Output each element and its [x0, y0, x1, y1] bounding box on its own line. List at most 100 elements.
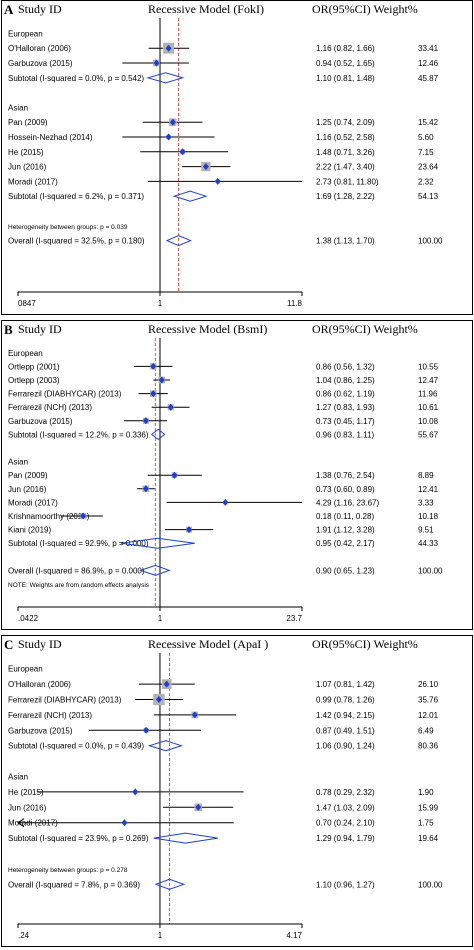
or-ci-value: 1.42 (0.94, 2.15) — [316, 711, 375, 720]
weight-value: 23.64 — [418, 163, 439, 172]
panel-header: B Study ID Recessive Model (BsmI) OR(95%… — [0, 320, 474, 340]
or-ci-value: 1.07 (0.81, 1.42) — [316, 680, 375, 689]
point-estimate — [222, 498, 229, 506]
or-ci-value: 1.38 (0.76, 2.54) — [316, 471, 375, 480]
group-label: European — [8, 29, 43, 38]
overall-label: Overall (I-squared = 32.5%, p = 0.180) — [8, 237, 145, 246]
weight-value: 1.75 — [418, 819, 434, 828]
or-ci-value: 0.73 (0.60, 0.89) — [316, 485, 375, 494]
study-label: Ortlepp (2003) — [8, 376, 60, 385]
study-label: Jun (2016) — [8, 163, 47, 172]
forest-panel-a: 0847 1 11.8 European O'Halloran (2006) 1.16 (… — [0, 0, 474, 315]
weight-value: 55.67 — [418, 430, 439, 439]
x-axis-tick-label: 0847 — [18, 299, 36, 308]
note-label: NOTE: Weights are from random effects an… — [8, 582, 150, 589]
point-estimate — [165, 44, 172, 52]
weight-value: 10.55 — [418, 362, 439, 371]
study-label: Moradi (2017) — [8, 819, 58, 828]
weight-value: 5.60 — [418, 133, 434, 142]
point-estimate — [153, 59, 160, 67]
ci-arrow — [17, 818, 25, 828]
point-estimate — [195, 803, 202, 811]
study-label: Garbuzova (2015) — [8, 59, 73, 68]
point-estimate — [171, 471, 178, 479]
weight-value: 12.46 — [418, 59, 439, 68]
subtotal-label: Subtotal (I-squared = 92.9%, p = 0.000) — [8, 539, 149, 548]
study-label: Jun (2016) — [8, 485, 47, 494]
weight-value: 1.90 — [418, 788, 434, 797]
group-label: European — [8, 349, 43, 358]
study-label: Kiani (2019) — [8, 526, 51, 535]
point-estimate — [80, 512, 87, 520]
panel-header: C Study ID Recessive Model (ApaI ) OR(95… — [0, 635, 474, 655]
panel-header: A Study ID Recessive Model (FokI) OR(95%… — [0, 0, 474, 20]
or-ci-value: 1.16 (0.52, 2.58) — [316, 133, 375, 142]
group-label: Asian — [8, 773, 28, 782]
weight-value: 100.00 — [418, 237, 443, 246]
weight-value: 11.96 — [418, 390, 438, 399]
or-ci-value: 4.29 (1.16, 23.67) — [316, 498, 379, 507]
or-ci-value: 0.18 (0.11, 0.28) — [316, 512, 374, 521]
or-ci-value: 0.87 (0.49, 1.51) — [316, 726, 375, 735]
point-estimate — [132, 788, 139, 796]
or-ci-value: 0.73 (0.45, 1.17) — [316, 417, 375, 426]
note-label: Heterogeneity between groups: p = 0.278 — [8, 867, 128, 874]
weight-value: 10.18 — [418, 512, 439, 521]
study-label: O'Halloran (2006) — [8, 680, 71, 689]
group-label: European — [8, 665, 43, 674]
point-estimate — [150, 362, 157, 370]
study-label: Ferrarezil (DIABHYCAR) (2013) — [8, 390, 122, 399]
weight-value: 3.33 — [418, 498, 434, 507]
x-axis-tick-label: 11.8 — [287, 299, 303, 308]
study-label: Pan (2009) — [8, 118, 48, 127]
x-axis-tick-label: 23.7 — [286, 614, 302, 623]
study-label: Krishnamoorthy (2018) — [8, 512, 90, 521]
or-ci-value: 1.25 (0.74, 2.09) — [316, 118, 375, 127]
group-label: Asian — [8, 103, 28, 112]
or-ci-value: 1.10 (0.81, 1.48) — [316, 74, 375, 83]
forest-plot-svg: 0847 1 11.8 European O'Halloran (2006) 1.16 (… — [8, 18, 443, 308]
weight-value: 10.61 — [418, 403, 439, 412]
panel-letter: C — [4, 637, 14, 652]
overall-label: Overall (I-squared = 86.9%, p = 0.000) — [8, 566, 145, 575]
x-axis-tick-label: 1 — [158, 614, 163, 623]
x-axis-tick-label: 4.17 — [286, 931, 302, 940]
study-id-header: Study ID — [18, 637, 62, 651]
point-estimate — [155, 696, 162, 703]
study-label: Moradi (2017) — [8, 177, 58, 186]
or-ci-value: 1.38 (1.13, 1.70) — [316, 237, 375, 246]
x-axis-tick-label: .24 — [18, 931, 30, 940]
overall-label: Overall (I-squared = 7.8%, p = 0.369) — [8, 880, 140, 889]
weight-value: 15.42 — [418, 118, 439, 127]
study-label: Hossein-Nezhad (2014) — [8, 133, 93, 142]
forest-plot-svg: .24 1 4.17 European O'Halloran (2006) 1.07 (0… — [8, 653, 443, 940]
or-ci-value: 0.90 (0.65, 1.23) — [316, 566, 375, 575]
study-label: He (2015) — [8, 148, 44, 157]
weight-value: 10.08 — [418, 417, 439, 426]
weight-value: 35.76 — [418, 696, 439, 705]
study-label: Pan (2009) — [8, 471, 48, 480]
subtotal-diamond — [153, 832, 218, 844]
study-label: Ortlepp (2001) — [8, 362, 60, 371]
weight-value: 12.01 — [418, 711, 439, 720]
or-ci-value: 0.86 (0.56, 1.32) — [316, 362, 375, 371]
weight-value: 12.41 — [418, 485, 439, 494]
study-id-header: Study ID — [18, 322, 62, 336]
subtotal-diamond — [150, 428, 166, 441]
or-ci-value: 1.91 (1.12, 3.28) — [316, 526, 375, 535]
point-estimate — [142, 485, 149, 493]
forest-panel-b: .0422 1 23.7 European Ortlepp (2001) 0.86 (0.… — [0, 320, 474, 630]
or-ci-value: 1.10 (0.96, 1.27) — [316, 880, 375, 889]
model-title: Recessive Model (FokI) — [148, 2, 264, 16]
subtotal-diamond — [147, 740, 183, 752]
point-estimate — [191, 711, 198, 719]
weight-value: 15.99 — [418, 803, 439, 812]
or-ci-value: 1.29 (0.94, 1.79) — [316, 834, 375, 843]
forest-panel-c: .24 1 4.17 European O'Halloran (2006) 1.07 (0… — [0, 635, 474, 947]
point-estimate — [158, 376, 165, 384]
or-weight-header: OR(95%CI) Weight% — [312, 2, 418, 16]
or-ci-value: 2.22 (1.47, 3.40) — [316, 163, 375, 172]
or-ci-value: 2.73 (0.81, 11.80) — [316, 177, 379, 186]
group-label: Asian — [8, 458, 28, 467]
weight-value: 7.15 — [418, 148, 434, 157]
